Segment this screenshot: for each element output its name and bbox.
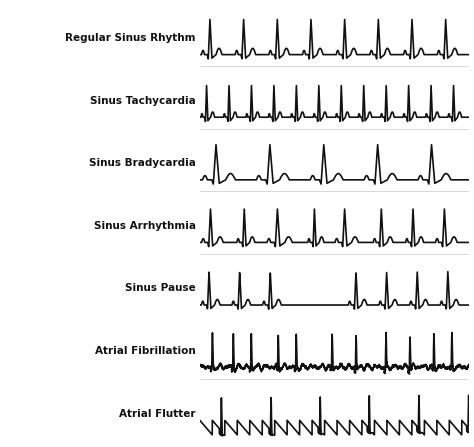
Text: Sinus Bradycardia: Sinus Bradycardia — [89, 158, 196, 168]
Text: Sinus Pause: Sinus Pause — [125, 283, 196, 293]
Text: Atrial Fibrillation: Atrial Fibrillation — [95, 346, 196, 356]
Text: Sinus Tachycardia: Sinus Tachycardia — [90, 96, 196, 105]
Text: Sinus Arrhythmia: Sinus Arrhythmia — [94, 221, 196, 231]
Text: Atrial Flutter: Atrial Flutter — [119, 409, 196, 418]
Text: Regular Sinus Rhythm: Regular Sinus Rhythm — [65, 33, 196, 43]
